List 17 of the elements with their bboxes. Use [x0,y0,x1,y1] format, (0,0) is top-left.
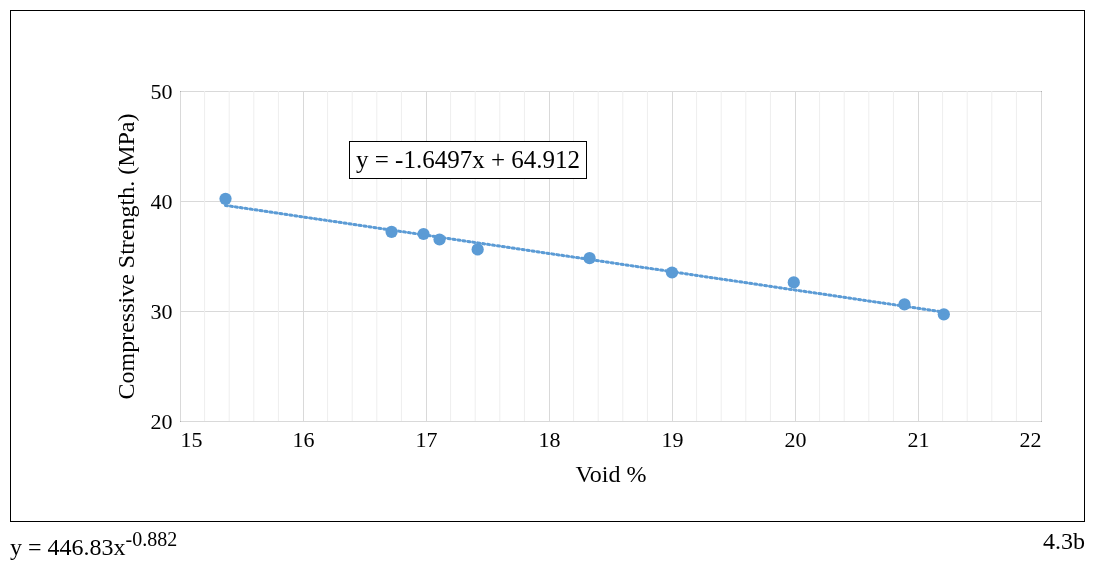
x-tick-label: 17 [415,426,438,452]
y-tick-label: 50 [150,78,173,104]
x-tick-label: 22 [1019,426,1042,452]
text: y = 446.83x$^{-0.882}$ [10,528,178,561]
x-axis-title: Void % [575,460,647,487]
y-tick-label: 40 [150,188,173,214]
y-tick-label: 20 [150,408,173,434]
x-tick-label: 15 [180,426,203,452]
y-tick-label: 30 [150,298,173,324]
x-tick-label: 18 [538,426,561,452]
y-axis-title: Compressive Strength. (MPa) [112,113,139,400]
x-tick-label: 19 [661,426,684,452]
x-tick-label: 21 [907,426,930,452]
annotation: y = -1.6497x + 64.912 [349,141,588,179]
x-tick-label: 20 [784,426,807,452]
x-tick-label: 16 [292,426,315,452]
text: 4.3b [1043,528,1085,555]
